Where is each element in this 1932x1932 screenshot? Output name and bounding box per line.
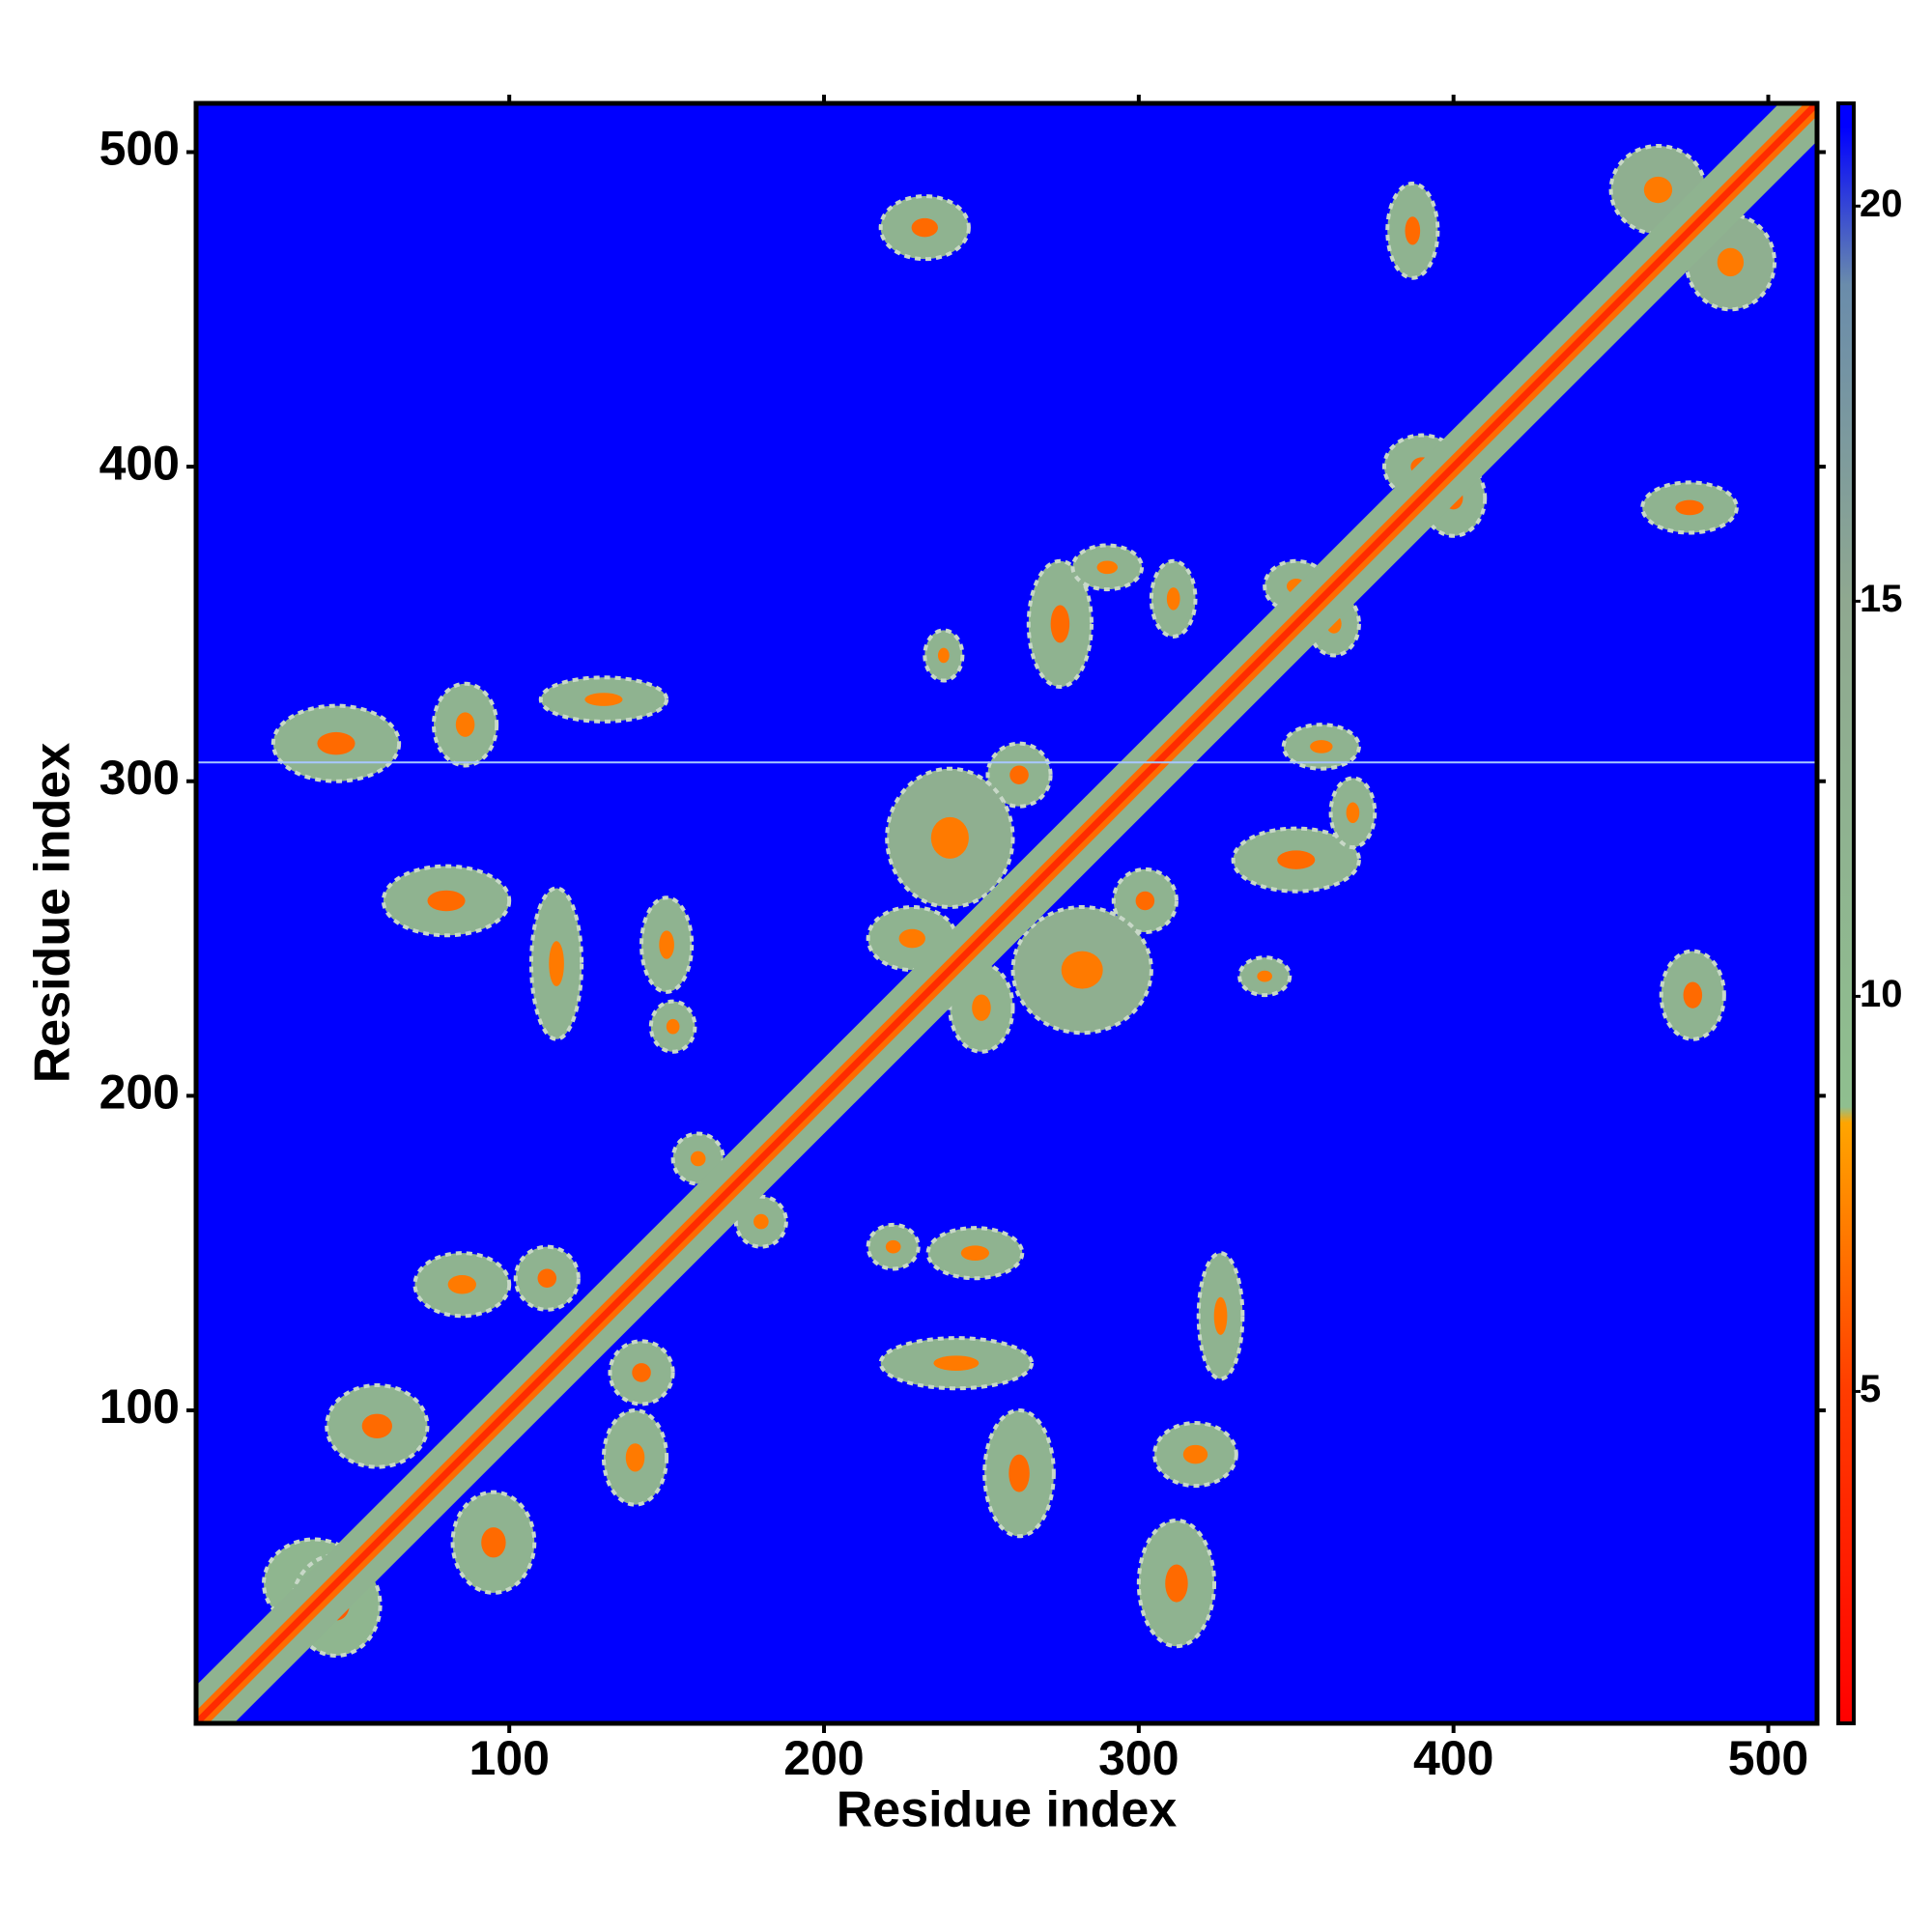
contact-core bbox=[1061, 951, 1103, 989]
contact-core bbox=[898, 928, 925, 949]
colorbar bbox=[1836, 101, 1856, 1725]
contact-core bbox=[960, 1245, 990, 1261]
contact-core bbox=[1310, 740, 1333, 753]
contact-core bbox=[625, 1443, 645, 1472]
y-tick-label: 200 bbox=[99, 1065, 180, 1120]
plot-frame bbox=[193, 100, 1820, 1726]
contact-core bbox=[972, 994, 991, 1021]
y-tick-label: 500 bbox=[99, 122, 180, 176]
heatmap bbox=[196, 103, 1817, 1723]
contact-core bbox=[481, 1527, 506, 1558]
colorbar-tick-label: 15 bbox=[1860, 578, 1903, 620]
contact-core bbox=[911, 217, 938, 238]
contact-core bbox=[930, 816, 969, 859]
diagonal-band bbox=[196, 103, 1817, 1723]
contact-core bbox=[753, 1213, 769, 1230]
contact-core bbox=[1675, 499, 1704, 516]
contact-core bbox=[937, 647, 950, 664]
contact-core bbox=[361, 1413, 392, 1438]
contact-core bbox=[447, 1274, 476, 1294]
x-tick-label: 500 bbox=[1728, 1731, 1808, 1785]
contact-core bbox=[1096, 560, 1119, 575]
x-tick-label: 300 bbox=[1098, 1731, 1179, 1785]
contact-core bbox=[1405, 216, 1421, 245]
contact-core bbox=[1009, 765, 1029, 784]
y-axis-title: Residue index bbox=[25, 743, 81, 1084]
contact-core bbox=[690, 1151, 706, 1167]
colorbar-tick-label: 20 bbox=[1860, 183, 1903, 225]
contact-core bbox=[427, 890, 466, 912]
contact-core bbox=[1683, 981, 1703, 1009]
contact-core bbox=[549, 941, 564, 987]
contact-core bbox=[1717, 247, 1745, 277]
contact-core bbox=[1166, 587, 1180, 611]
contact-core bbox=[317, 731, 355, 755]
x-axis-title: Residue index bbox=[837, 1782, 1178, 1838]
contact-core bbox=[537, 1268, 557, 1289]
x-tick-label: 100 bbox=[469, 1731, 549, 1785]
contact-core bbox=[666, 1018, 680, 1035]
contact-core bbox=[1182, 1444, 1208, 1464]
contact-core bbox=[885, 1239, 901, 1254]
contact-core bbox=[933, 1355, 980, 1371]
y-tick-label: 300 bbox=[99, 751, 180, 805]
contact-core bbox=[1257, 970, 1272, 982]
contact-core bbox=[1277, 850, 1316, 869]
contact-core bbox=[1135, 891, 1155, 911]
contact-core bbox=[659, 930, 674, 959]
y-tick-label: 100 bbox=[99, 1379, 180, 1434]
x-tick-label: 200 bbox=[783, 1731, 864, 1785]
contact-core bbox=[584, 693, 623, 706]
contact-core bbox=[1346, 802, 1360, 824]
contact-core bbox=[1643, 176, 1673, 204]
contact-core bbox=[1009, 1454, 1030, 1492]
contact-core bbox=[1050, 605, 1070, 643]
contact-core bbox=[632, 1363, 651, 1382]
colorbar-tick-label: 10 bbox=[1860, 973, 1903, 1015]
contact-core bbox=[455, 712, 475, 737]
contact-core bbox=[1165, 1564, 1188, 1603]
colorbar-tick-label: 5 bbox=[1860, 1368, 1881, 1410]
y-tick-label: 400 bbox=[99, 436, 180, 490]
x-tick-label: 400 bbox=[1413, 1731, 1493, 1785]
contact-core bbox=[1213, 1296, 1228, 1335]
